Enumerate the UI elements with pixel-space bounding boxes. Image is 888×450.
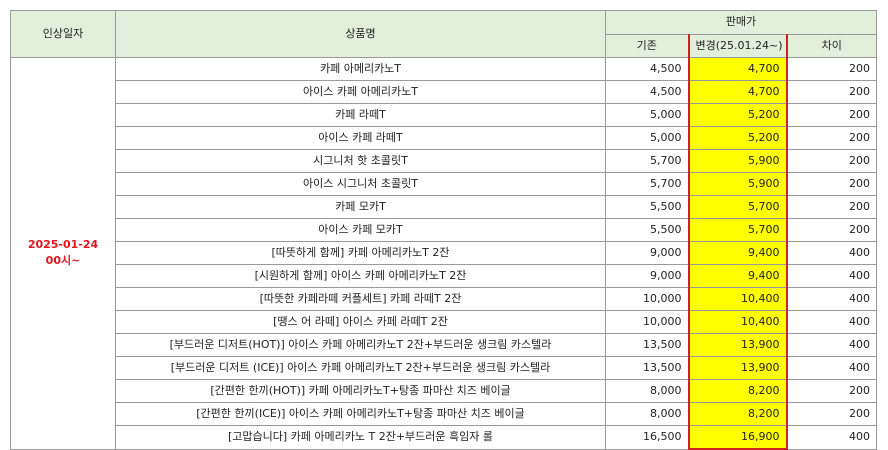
product-name-cell: [고맙습니다] 카페 아메리카노 T 2잔+부드러운 흑임자 롤: [115, 425, 606, 450]
table-row: [땡스 어 라떼] 아이스 카페 라떼T 2잔 10,000 10,400 400: [11, 310, 878, 334]
price-table-container: 인상일자 상품명 판매가 기존 변경(25.01.24~) 차이 2025-01…: [10, 10, 878, 450]
product-name-cell: 카페 아메리카노T: [115, 57, 606, 81]
product-name-cell: [땡스 어 라떼] 아이스 카페 라떼T 2잔: [115, 310, 606, 334]
product-name-cell: 아이스 시그니처 초콜릿T: [115, 172, 606, 196]
new-price-cell: 5,200: [687, 126, 788, 150]
header-row-top: 인상일자 상품명 판매가: [10, 10, 878, 58]
table-row: 아이스 카페 아메리카노T 4,500 4,700 200: [11, 80, 878, 104]
old-price-cell: 13,500: [605, 333, 689, 357]
table-row: [따뜻한 카페라떼 커플세트] 카페 라떼T 2잔 10,000 10,400 400: [11, 287, 878, 311]
product-name-cell: [따뜻하게 함께] 카페 아메리카노T 2잔: [115, 241, 606, 265]
product-name-cell: [따뜻한 카페라떼 커플세트] 카페 라떼T 2잔: [115, 287, 606, 311]
new-price-cell: 4,700: [687, 57, 788, 81]
table-body: 2025-01-24 00시~ 카페 아메리카노T 4,500 4,700 200 아이스 …: [10, 57, 878, 450]
price-diff-cell: 200: [785, 218, 878, 242]
new-price-cell: 5,700: [687, 218, 788, 242]
old-price-cell: 5,500: [605, 218, 689, 242]
old-price-cell: 8,000: [605, 379, 689, 403]
new-price-cell: 9,400: [687, 241, 788, 265]
new-price-cell: 16,900: [687, 425, 788, 450]
new-price-cell: 5,700: [687, 195, 788, 219]
header-date: 인상일자: [10, 10, 116, 58]
table-row: [고맙습니다] 카페 아메리카노 T 2잔+부드러운 흑임자 롤 16,500 16…: [11, 425, 878, 450]
product-name-cell: 아이스 카페 모카T: [115, 218, 606, 242]
product-name-cell: 아이스 카페 아메리카노T: [115, 80, 606, 104]
price-diff-cell: 200: [785, 57, 878, 81]
price-diff-cell: 200: [785, 126, 878, 150]
price-diff-cell: 400: [785, 356, 878, 380]
table-row: [따뜻하게 함께] 카페 아메리카노T 2잔 9,000 9,400 400: [11, 241, 878, 265]
old-price-cell: 5,700: [605, 172, 689, 196]
table-row: [부드러운 디저트 (ICE)] 아이스 카페 아메리카노T 2잔+부드러운 생…: [11, 356, 878, 380]
price-diff-cell: 200: [785, 172, 878, 196]
new-price-cell: 5,200: [687, 103, 788, 127]
old-price-cell: 9,000: [605, 241, 689, 265]
effective-time: 00시~: [45, 254, 81, 268]
table-row: [시원하게 함께] 아이스 카페 아메리카노T 2잔 9,000 9,400 400: [11, 264, 878, 288]
new-price-cell: 4,700: [687, 80, 788, 104]
table-row: [간편한 한끼(ICE)] 아이스 카페 아메리카노T+탕종 파마산 치즈 베이…: [11, 402, 878, 426]
price-diff-cell: 400: [785, 333, 878, 357]
old-price-cell: 10,000: [605, 287, 689, 311]
price-diff-cell: 200: [785, 149, 878, 173]
new-price-cell: 13,900: [687, 333, 788, 357]
price-diff-cell: 400: [785, 425, 878, 450]
old-price-cell: 8,000: [605, 402, 689, 426]
new-price-cell: 5,900: [687, 172, 788, 196]
price-diff-cell: 400: [785, 264, 878, 288]
header-row-sub: 기존 변경(25.01.24~) 차이: [11, 33, 878, 58]
old-price-cell: 9,000: [605, 264, 689, 288]
header-diff: 차이: [785, 33, 878, 58]
header-new-price: 변경(25.01.24~): [687, 33, 788, 58]
price-change-table: 인상일자 상품명 판매가 기존 변경(25.01.24~) 차이 2025-01…: [10, 10, 878, 450]
new-price-cell: 13,900: [687, 356, 788, 380]
old-price-cell: 5,000: [605, 103, 689, 127]
product-name-cell: [부드러운 디저트 (ICE)] 아이스 카페 아메리카노T 2잔+부드러운 생…: [115, 356, 606, 380]
old-price-cell: 5,500: [605, 195, 689, 219]
header-product: 상품명: [115, 10, 606, 58]
price-diff-cell: 200: [785, 103, 878, 127]
product-name-cell: [간편한 한끼(HOT)] 카페 아메리카노T+탕종 파마산 치즈 베이글: [115, 379, 606, 403]
table-row: 카페 라떼T 5,000 5,200 200: [11, 103, 878, 127]
table-row: 카페 모카T 5,500 5,700 200: [11, 195, 878, 219]
old-price-cell: 16,500: [605, 425, 689, 450]
old-price-cell: 4,500: [605, 80, 689, 104]
product-name-cell: [간편한 한끼(ICE)] 아이스 카페 아메리카노T+탕종 파마산 치즈 베이…: [115, 402, 606, 426]
product-name-cell: 카페 라떼T: [115, 103, 606, 127]
new-price-cell: 10,400: [687, 287, 788, 311]
table-row: 아이스 시그니처 초콜릿T 5,700 5,900 200: [11, 172, 878, 196]
new-price-cell: 8,200: [687, 379, 788, 403]
old-price-cell: 13,500: [605, 356, 689, 380]
product-name-cell: 아이스 카페 라떼T: [115, 126, 606, 150]
effective-date-cell: 2025-01-24 00시~: [10, 57, 116, 450]
header-old-price: 기존: [605, 33, 689, 58]
header-price: 판매가: [604, 10, 878, 35]
new-price-cell: 5,900: [687, 149, 788, 173]
product-name-cell: 카페 모카T: [115, 195, 606, 219]
table-row: 시그니처 핫 초콜릿T 5,700 5,900 200: [11, 149, 878, 173]
product-name-cell: [부드러운 디저트(HOT)] 아이스 카페 아메리카노T 2잔+부드러운 생크…: [115, 333, 606, 357]
table-row: 아이스 카페 모카T 5,500 5,700 200: [11, 218, 878, 242]
old-price-cell: 5,700: [605, 149, 689, 173]
old-price-cell: 4,500: [605, 57, 689, 81]
table-row: [간편한 한끼(HOT)] 카페 아메리카노T+탕종 파마산 치즈 베이글 8,0…: [11, 379, 878, 403]
table-row: [부드러운 디저트(HOT)] 아이스 카페 아메리카노T 2잔+부드러운 생크…: [11, 333, 878, 357]
new-price-cell: 8,200: [687, 402, 788, 426]
price-diff-cell: 200: [785, 402, 878, 426]
old-price-cell: 10,000: [605, 310, 689, 334]
price-diff-cell: 200: [785, 379, 878, 403]
new-price-cell: 9,400: [687, 264, 788, 288]
price-diff-cell: 400: [785, 310, 878, 334]
effective-date: 2025-01-24: [27, 238, 99, 252]
price-diff-cell: 200: [785, 195, 878, 219]
price-diff-cell: 400: [785, 241, 878, 265]
price-diff-cell: 400: [785, 287, 878, 311]
product-name-cell: [시원하게 함께] 아이스 카페 아메리카노T 2잔: [115, 264, 606, 288]
price-diff-cell: 200: [785, 80, 878, 104]
new-price-cell: 10,400: [687, 310, 788, 334]
old-price-cell: 5,000: [605, 126, 689, 150]
table-row: 2025-01-24 00시~ 카페 아메리카노T 4,500 4,700 200: [10, 57, 878, 450]
table-row: 아이스 카페 라떼T 5,000 5,200 200: [11, 126, 878, 150]
product-name-cell: 시그니처 핫 초콜릿T: [115, 149, 606, 173]
